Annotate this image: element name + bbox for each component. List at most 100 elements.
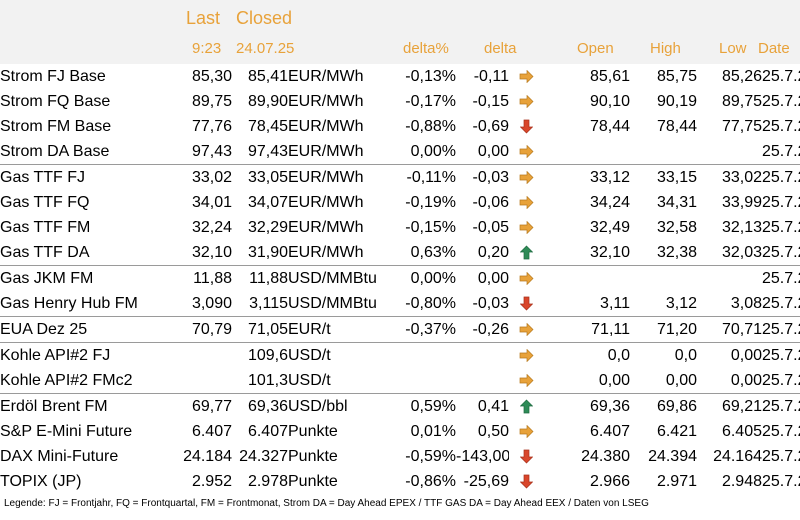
delta-pct-value: -0,88% [405,117,456,135]
high-value: 32,38 [656,243,697,261]
open-value: 33,12 [543,164,630,190]
table-row: Strom DA Base 97,43 97,43 EUR/MWh 0,00% 0,00 2… [0,139,800,165]
legend-text: Legende: FJ = Frontjahr, FQ = Frontquart… [4,498,649,509]
instrument-name: Strom FJ Base [0,67,106,85]
trend-cell [509,114,543,139]
arrow-right-icon [519,347,534,364]
last-value: 33,02 [178,164,232,190]
date-value: 25.7.25 [762,371,800,389]
date-value: 25.7.25 [762,142,800,160]
date-value: 25.7.25 [762,472,800,490]
delta-pct-value: -0,11% [378,164,456,190]
delta-value: -0,06 [472,193,509,211]
last-value: 69,77 [178,393,232,419]
open-value: 0,00 [598,371,630,389]
closed-value: 11,88 [232,265,288,291]
arrow-down-icon [519,295,533,312]
high-header: High [650,40,681,57]
last-value: 89,75 [191,92,232,110]
table-row: Kohle API#2 FMc2 101,3 USD/t 0,00 0,00 0,00 25… [0,368,800,394]
date-value: 25.7.25 [762,67,800,85]
low-value: 89,75 [721,92,762,110]
table-row: Gas TTF FM 32,24 32,29 EUR/MWh -0,15% -0,05 32… [0,215,800,240]
low-value: 6.405 [721,422,762,440]
unit-label: EUR/MWh [288,243,364,261]
unit-label: EUR/MWh [288,193,364,211]
unit-label: EUR/MWh [288,117,364,135]
high-value: 85,75 [656,67,697,85]
trend-cell [509,89,543,114]
last-value: 97,43 [191,142,232,160]
arrow-right-icon [519,423,534,440]
closed-value: 2.978 [247,472,288,490]
date-value: 25.7.25 [762,294,800,312]
high-value: 3,12 [665,294,697,312]
date-value: 25.7.25 [762,393,800,419]
low-value: 69,21 [697,393,762,419]
last-value: 77,76 [191,117,232,135]
delta-pct-value: -0,19% [405,193,456,211]
trend-cell [509,291,543,317]
instrument-name: Erdöl Brent FM [0,393,178,419]
closed-value: 85,41 [247,67,288,85]
unit-label: USD/t [288,371,331,389]
unit-label: Punkte [288,422,338,440]
last-value: 24.184 [183,447,232,465]
unit-label: EUR/MWh [288,92,364,110]
delta-value: -143,00 [456,447,509,465]
closed-value: 78,45 [247,117,288,135]
unit-label: EUR/MWh [288,164,378,190]
delta-pct-value: -0,17% [405,92,456,110]
delta-value: -25,69 [463,472,509,490]
low-value: 0,00 [697,342,762,368]
trend-cell [509,469,543,494]
unit-label: USD/bbl [288,393,378,419]
closed-value: 71,05 [232,316,288,343]
open-value: 69,36 [543,393,630,419]
instrument-name: Gas TTF FM [0,218,91,236]
table-row: Erdöl Brent FM 69,77 69,36 USD/bbl 0,59% 0,41… [0,393,800,419]
delta-header: delta [484,40,517,57]
high-value: 0,00 [665,371,697,389]
date-value: 25.7.25 [762,117,800,135]
low-value: 24.164 [713,447,762,465]
table-row: TOPIX (JP) 2.952 2.978 Punkte -0,86% -25,69 2.… [0,469,800,494]
delta-value [456,342,509,368]
closed-value: 24.327 [239,447,288,465]
high-value: 78,44 [656,117,697,135]
unit-label: USD/MMBtu [288,265,378,291]
market-table: Strom FJ Base 85,30 85,41 EUR/MWh -0,13% -0,1… [0,64,800,494]
unit-label: USD/MMBtu [288,294,377,312]
date-value: 25.7.25 [762,92,800,110]
delta-value: 0,50 [477,422,509,440]
last-value [178,342,232,368]
last-value: 11,88 [178,265,232,291]
last-value: 32,10 [191,243,232,261]
delta-pct-value: -0,15% [405,218,456,236]
delta-value: 0,00 [477,142,509,160]
trend-cell [509,393,543,419]
last-value: 6.407 [191,422,232,440]
delta-pct-value: -0,13% [405,67,456,85]
closed-label: Closed [236,8,293,28]
trend-cell [509,342,543,368]
low-value: 85,26 [721,67,762,85]
closed-value: 101,3 [247,371,288,389]
low-value: 32,13 [721,218,762,236]
delta-pct-value: 0,63% [410,243,456,261]
high-value: 71,20 [630,316,697,343]
high-value: 2.971 [656,472,697,490]
closed-value: 3,115 [249,294,288,312]
instrument-name: Strom DA Base [0,142,110,160]
instrument-name: Kohle API#2 FJ [0,342,178,368]
table-row: DAX Mini-Future 24.184 24.327 Punkte -0,59% -… [0,444,800,469]
delta-pct-value: -0,80% [405,294,456,312]
low-value: 0,00 [730,371,762,389]
last-value: 2.952 [191,472,232,490]
open-value: 3,11 [600,294,630,312]
low-value [697,139,762,165]
arrow-down-icon [519,448,533,465]
delta-pct-header: delta% [403,40,449,57]
open-value: 78,44 [589,117,630,135]
instrument-name: S&P E-Mini Future [0,422,133,440]
